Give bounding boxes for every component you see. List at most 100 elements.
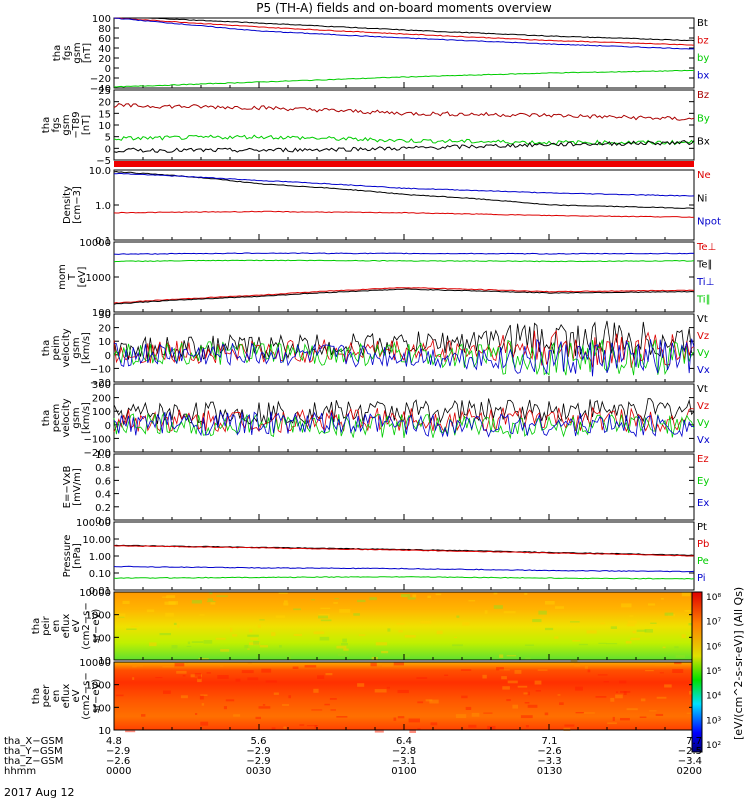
spectrogram-texture bbox=[575, 712, 584, 714]
y-axis-label: −T89 bbox=[71, 111, 82, 138]
spectrogram-texture bbox=[606, 643, 618, 645]
legend-entry: Te⊥ bbox=[696, 242, 716, 253]
panel-density: 10.0 1.0 0.1 Density [cm−3] Ne Ni Npot bbox=[62, 166, 721, 247]
spectrogram-texture bbox=[387, 628, 391, 632]
y-axis-label: peer bbox=[41, 684, 52, 708]
spectrogram-texture bbox=[527, 691, 530, 696]
colorbar-tick-label: 10⁶ bbox=[706, 642, 721, 652]
spectrogram-texture bbox=[343, 648, 349, 651]
spectrogram-texture bbox=[570, 621, 580, 623]
spectrogram-texture bbox=[523, 692, 529, 695]
spectrogram-texture bbox=[661, 598, 664, 600]
spectrogram-texture bbox=[201, 703, 205, 706]
y-tick-label: 100.00 bbox=[76, 518, 111, 529]
spectrogram-texture bbox=[275, 615, 286, 618]
spectrogram-texture bbox=[209, 592, 213, 595]
spectrogram-texture bbox=[141, 714, 146, 717]
spectrogram-texture bbox=[525, 725, 529, 728]
x-axis-value: −3.1 bbox=[392, 756, 416, 767]
spectrogram-texture bbox=[484, 610, 488, 614]
series-line-pressure bbox=[113, 576, 695, 580]
y-tick-label: 10000 bbox=[79, 588, 111, 599]
colorbar-tick-label: 10⁴ bbox=[706, 692, 721, 702]
spectrogram-texture bbox=[324, 703, 330, 706]
spectrogram-texture bbox=[454, 636, 457, 638]
legend-entry: Vy bbox=[697, 418, 710, 429]
spectrogram-texture bbox=[198, 658, 209, 660]
spectrogram-texture bbox=[403, 653, 410, 658]
x-axis-value: −2.8 bbox=[392, 746, 416, 757]
y-axis-label: gsm bbox=[61, 114, 72, 135]
y-tick-label: 30 bbox=[98, 310, 111, 321]
x-axis-value: 7.7 bbox=[686, 736, 702, 747]
y-tick-label: 100 bbox=[92, 308, 111, 319]
spectrogram-texture bbox=[626, 708, 638, 711]
spectrogram-texture bbox=[506, 699, 511, 702]
spectrogram-texture bbox=[681, 634, 686, 639]
y-axis-label: tha bbox=[31, 618, 42, 634]
y-axis-label: fgs bbox=[62, 45, 73, 60]
y-tick-label: 10000 bbox=[79, 238, 111, 249]
series-line-peem bbox=[113, 406, 695, 433]
y-tick-label: 100 bbox=[92, 703, 111, 714]
legend-entry: Ti∥ bbox=[696, 295, 711, 306]
spectrogram-texture bbox=[330, 709, 336, 711]
x-axis-row-label: tha_Y−GSM bbox=[4, 746, 63, 757]
spectrogram-texture bbox=[338, 653, 349, 656]
panel-peer: 10000 1000 100 10 tha peer en eflux eV (cm2−s− sr−… bbox=[31, 658, 697, 737]
spectrogram-texture bbox=[499, 669, 510, 671]
y-tick-label: −40 bbox=[90, 84, 111, 95]
x-axis-row-label: tha_X−GSM bbox=[4, 736, 63, 747]
y-axis-label: Pressure bbox=[62, 535, 73, 578]
spectrogram-texture bbox=[273, 692, 279, 695]
y-axis-label: [mV/m] bbox=[72, 468, 83, 506]
state-bar bbox=[114, 161, 694, 167]
y-axis-label: sr−eV) bbox=[91, 679, 102, 714]
y-tick-label: −20 bbox=[90, 378, 111, 389]
spectrogram-texture bbox=[538, 610, 547, 615]
spectrogram-texture bbox=[220, 649, 230, 652]
spectrogram-texture bbox=[235, 678, 241, 682]
spectrogram-texture bbox=[206, 672, 211, 674]
y-axis-label: gsm bbox=[72, 42, 83, 63]
y-tick-label: 0.10 bbox=[89, 569, 111, 580]
spectrogram-texture bbox=[320, 619, 332, 622]
spectrogram-texture bbox=[586, 630, 597, 634]
spectrogram-texture bbox=[207, 598, 213, 601]
legend-entry: Ne bbox=[697, 170, 711, 181]
spectrogram-texture bbox=[525, 644, 534, 646]
spectrogram-texture bbox=[397, 716, 405, 719]
y-axis-label: eflux bbox=[61, 614, 72, 639]
y-tick-label: −5 bbox=[96, 156, 111, 167]
legend-entry: Npot bbox=[697, 217, 721, 228]
spectrogram-texture bbox=[130, 625, 139, 627]
spectrogram-texture bbox=[210, 602, 216, 605]
spectrogram-texture bbox=[444, 674, 449, 676]
y-tick-label: 100 bbox=[92, 633, 111, 644]
colorbar-label: [eV/(cm^2-s-sr-eV)] (All Qs) bbox=[732, 587, 745, 740]
spectrogram-texture bbox=[574, 663, 581, 667]
spectrogram-texture bbox=[247, 648, 250, 650]
spectrogram-texture bbox=[607, 722, 617, 725]
y-axis-label: mom bbox=[57, 264, 68, 290]
spectrogram-texture bbox=[187, 641, 191, 645]
y-tick-label: 0 bbox=[105, 351, 111, 362]
series-line-pressure bbox=[113, 545, 695, 557]
y-axis-label: velocity bbox=[61, 328, 72, 367]
spectrogram-texture bbox=[436, 630, 443, 635]
spectrogram-texture bbox=[554, 636, 559, 639]
spectrogram-texture bbox=[341, 643, 348, 646]
spectrogram-texture bbox=[247, 677, 259, 681]
x-axis-value: 0000 bbox=[106, 766, 131, 777]
y-axis-label: fgs bbox=[51, 117, 62, 132]
y-axis-label: gsm bbox=[71, 337, 82, 358]
spectrogram-texture bbox=[612, 716, 615, 721]
spectrogram-texture bbox=[186, 645, 192, 647]
spectrogram-texture bbox=[215, 637, 226, 640]
spectrogram-texture bbox=[684, 610, 695, 612]
y-tick-label: 100 bbox=[92, 14, 111, 25]
spectrogram-texture bbox=[520, 715, 533, 719]
spectrogram-texture bbox=[180, 695, 188, 699]
spectrogram-texture bbox=[381, 663, 393, 667]
